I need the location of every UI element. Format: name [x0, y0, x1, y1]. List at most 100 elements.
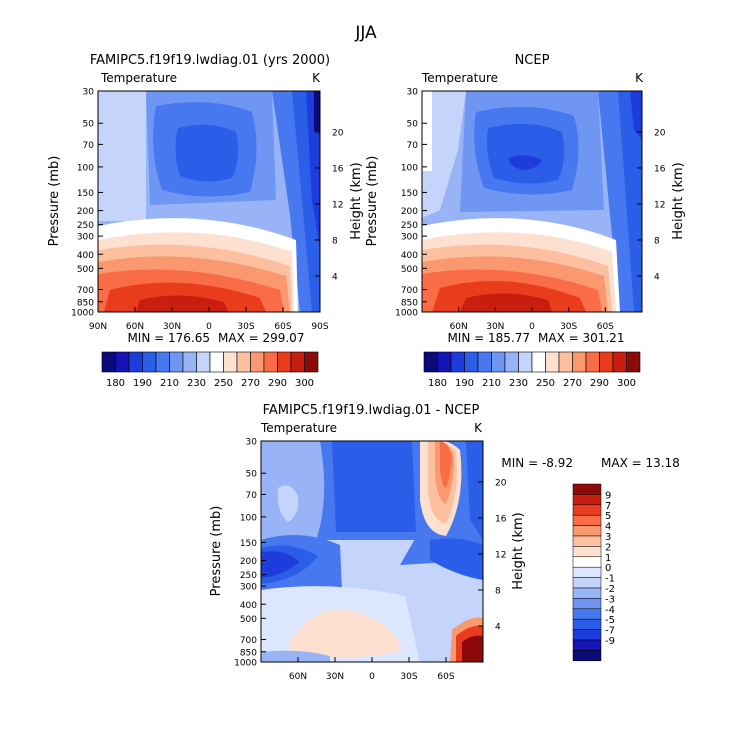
colorbar-swatch [572, 525, 602, 537]
y-tick-label: 1000 [234, 659, 257, 669]
colorbar-label: 300 [617, 378, 636, 389]
colorbar-label: 250 [214, 378, 233, 389]
contour-field [98, 91, 320, 312]
height-tick-label: 8 [654, 236, 660, 246]
y-tick-label: 150 [401, 189, 418, 199]
colorbar-label: 230 [509, 378, 528, 389]
colorbar-swatch [572, 504, 602, 516]
y-tick-label: 50 [83, 120, 95, 130]
height-tick-label: 16 [332, 164, 344, 174]
colorbar-swatch [572, 577, 602, 589]
colorbar-label: 5 [605, 511, 611, 522]
height-tick-label: 8 [495, 586, 501, 596]
max-stat: MAX = 299.07 [218, 331, 304, 345]
colorbar-label: -3 [605, 594, 615, 605]
y-tick-label: 150 [77, 189, 94, 199]
panel-title: FAMIPC5.f19f19.lwdiag.01 - NCEP [263, 403, 480, 418]
y-tick-label: 400 [240, 601, 257, 611]
colorbar-swatch [612, 351, 627, 373]
y-tick-label: 700 [77, 286, 94, 296]
colorbar-label: -4 [605, 605, 615, 616]
colorbar-swatch [250, 351, 265, 373]
x-tick-labels: 60N 30N 0 30S 60S [289, 657, 455, 682]
colorbar-swatch [155, 351, 170, 373]
units-label: K [312, 71, 321, 85]
x-tick-label: 90N [89, 322, 107, 332]
colorbar-swatch [115, 351, 130, 373]
colorbar-label: 4 [605, 522, 611, 533]
colorbar: 180 190 210 230 250 270 290 300 [423, 351, 641, 389]
colorbar-swatch [504, 351, 519, 373]
colorbar-swatch [572, 650, 602, 662]
height-tick-label: 20 [654, 128, 666, 138]
colorbar-swatch [558, 351, 573, 373]
colorbar-swatch [531, 351, 546, 373]
y-tick-label: 300 [77, 233, 94, 243]
season-title: JJA [354, 23, 377, 43]
colorbar-swatch [572, 483, 602, 495]
x-tick-label: 60S [437, 672, 454, 682]
y-tick-label: 500 [401, 265, 418, 275]
y-tick-label: 250 [240, 571, 257, 581]
height-tick-labels: 20 16 12 8 4 [637, 128, 666, 282]
y-axis-right-label: Height (km) [349, 162, 364, 239]
y-axis-label: Pressure (mb) [47, 156, 62, 247]
max-stat: MAX = 13.18 [601, 456, 680, 470]
colorbar-swatch [464, 351, 479, 373]
x-tick-labels: 90N 60N 30N 0 30S 60S 90S [89, 307, 329, 332]
colorbar-swatch [209, 351, 224, 373]
y-axis-label: Pressure (mb) [365, 156, 380, 247]
x-tick-label: 30N [326, 672, 344, 682]
colorbar-label: 180 [106, 378, 125, 389]
colorbar-label: 3 [605, 532, 611, 543]
colorbar-swatch [572, 587, 602, 599]
y-axis-right-label: Height (km) [671, 162, 686, 239]
colorbar-label: 290 [268, 378, 287, 389]
contour-field [261, 441, 483, 662]
field-label: Temperature [100, 71, 177, 85]
colorbar-swatch [290, 351, 305, 373]
colorbar-swatch [196, 351, 211, 373]
colorbar-label: 190 [133, 378, 152, 389]
min-stat: MIN = 176.65 [127, 331, 210, 345]
x-tick-label: 60S [597, 322, 614, 332]
colorbar-swatch [572, 514, 602, 526]
units-label: K [635, 71, 644, 85]
min-stat: MIN = -8.92 [501, 456, 573, 470]
y-tick-label: 250 [401, 221, 418, 231]
colorbar-swatch [599, 351, 614, 373]
colorbar-swatch [572, 639, 602, 651]
x-tick-label: 30S [560, 322, 577, 332]
y-tick-label: 150 [240, 539, 257, 549]
colorbar-swatch [304, 351, 319, 373]
y-tick-label: 30 [246, 438, 258, 448]
x-tick-labels: 60N 30N 0 30S 60S [450, 307, 614, 332]
colorbar-label: 9 [605, 490, 611, 501]
y-tick-label: 100 [240, 513, 257, 523]
colorbar-swatch [277, 351, 292, 373]
colorbar-swatch [477, 351, 492, 373]
colorbar-label: 300 [295, 378, 314, 389]
x-tick-label: 30N [486, 322, 504, 332]
y-tick-label: 30 [83, 88, 95, 98]
colorbar-swatch [572, 598, 602, 610]
colorbar-swatch [626, 351, 641, 373]
field-label: Temperature [260, 421, 337, 435]
y-tick-label: 70 [83, 141, 95, 151]
panel-ncep: NCEP Temperature K Pressure (mb) Height … [365, 53, 686, 389]
y-tick-label: 100 [77, 163, 94, 173]
x-tick-label: 60N [126, 322, 144, 332]
y-tick-label: 250 [77, 221, 94, 231]
colorbar-swatch [572, 556, 602, 568]
x-tick-label: 60S [274, 322, 291, 332]
y-tick-label: 50 [246, 470, 258, 480]
colorbar-swatch [572, 535, 602, 547]
colorbar-swatch [572, 494, 602, 506]
x-tick-label: 0 [206, 322, 212, 332]
colorbar-swatch [572, 629, 602, 641]
colorbar-swatch [437, 351, 452, 373]
y-tick-label: 50 [407, 120, 419, 130]
